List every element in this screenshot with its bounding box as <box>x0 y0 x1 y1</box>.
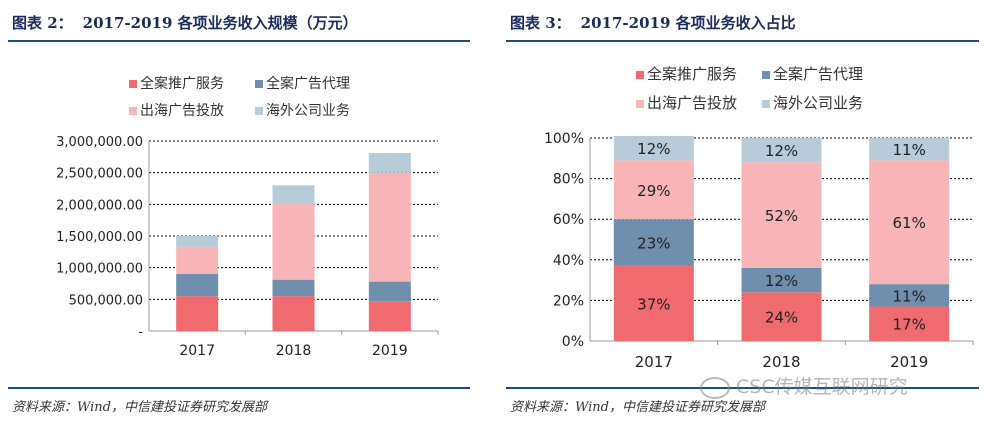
bar-segment <box>741 267 822 293</box>
source-rule-left <box>8 387 470 389</box>
source-rule-right <box>506 387 979 389</box>
y-tick-label: 2,000,000.00 <box>56 198 143 213</box>
data-label: 12% <box>765 142 798 160</box>
bar-segment <box>368 153 411 173</box>
data-label: 12% <box>637 140 670 158</box>
bar-segment <box>613 135 694 161</box>
legend-swatch <box>129 107 137 115</box>
legend-swatch <box>762 100 770 108</box>
y-tick-label: 40% <box>553 253 584 269</box>
legend-label: 全案广告代理 <box>773 65 863 83</box>
bar-segment <box>272 279 315 297</box>
legend-label: 海外公司业务 <box>266 103 350 119</box>
bar-segment <box>741 162 822 268</box>
bar-segment <box>741 292 822 341</box>
x-tick-label: 2017 <box>635 353 673 371</box>
y-tick-label: 20% <box>553 293 584 309</box>
bar-segment <box>869 306 950 341</box>
source-note-left: 资料来源：Wind，中信建投证券研究发展部 <box>12 400 267 415</box>
legend-swatch <box>636 100 644 108</box>
bar-segment <box>368 301 411 331</box>
y-tick-label: 0% <box>562 334 584 350</box>
data-label: 17% <box>892 316 925 334</box>
data-label: 11% <box>892 141 925 159</box>
data-label: 24% <box>765 309 798 327</box>
bar-segment <box>613 219 694 266</box>
bar-segment <box>176 236 219 247</box>
bar-segment <box>741 138 822 163</box>
x-tick-label: 2019 <box>372 343 408 359</box>
legend-label: 全案广告代理 <box>266 75 350 92</box>
bar-segment <box>869 138 950 161</box>
figure-title-left: 图表 2： 2017-2019 各项业务收入规模（万元） <box>12 12 358 33</box>
bar-segment <box>368 281 411 302</box>
source-note-right: 资料来源：Wind，中信建投证券研究发展部 <box>510 400 765 415</box>
data-label: 12% <box>765 272 798 290</box>
legend-swatch <box>255 80 263 88</box>
x-tick-label: 2018 <box>762 353 800 371</box>
figure-title-text-left: 2017-2019 各项业务收入规模（万元） <box>82 14 358 32</box>
data-label: 11% <box>892 287 925 305</box>
x-tick-label: 2018 <box>276 343 312 359</box>
legend-swatch <box>762 71 770 79</box>
legend-swatch <box>636 71 644 79</box>
title-rule-right <box>506 40 979 42</box>
bar-segment <box>869 160 950 285</box>
legend-swatch <box>129 80 137 88</box>
y-tick-label: 100% <box>544 131 584 147</box>
figure-label-left: 图表 2： <box>12 14 73 32</box>
wechat-icon <box>700 376 730 399</box>
bar-segment <box>869 284 950 307</box>
legend-label: 出海广告投放 <box>647 94 737 112</box>
bar-segment <box>272 185 315 204</box>
y-tick-label: 1,500,000.00 <box>56 230 143 245</box>
y-tick-label: 80% <box>553 172 584 188</box>
y-tick-label: 3,000,000.00 <box>56 135 143 150</box>
x-tick-label: 2017 <box>179 343 215 359</box>
y-tick-label: - <box>138 325 143 340</box>
legend-label: 全案推广服务 <box>647 65 737 83</box>
bar-segment <box>272 296 315 331</box>
bar-segment <box>176 274 219 297</box>
watermark: CSC传媒互联网研究 <box>700 372 908 399</box>
y-tick-label: 60% <box>553 212 584 228</box>
chart-panel-revenue-scale: 图表 2： 2017-2019 各项业务收入规模（万元） 全案推广服务 全案广告代理… <box>0 0 478 429</box>
bar-segment <box>176 296 219 331</box>
bar-segment <box>613 265 694 341</box>
legend-label: 出海广告投放 <box>140 103 224 119</box>
data-label: 52% <box>765 207 798 225</box>
data-label: 61% <box>892 214 925 232</box>
legend-label: 全案推广服务 <box>140 75 224 92</box>
bar-segment <box>368 172 411 282</box>
data-label: 37% <box>637 295 670 313</box>
watermark-text: CSC传媒互联网研究 <box>736 376 908 398</box>
bar-segment <box>613 160 694 220</box>
data-label: 23% <box>637 235 670 253</box>
chart-panel-revenue-share: 图表 3： 2017-2019 各项业务收入占比 全案推广服务 全案广告代理出海广告… <box>498 0 987 429</box>
legend-label: 海外公司业务 <box>773 94 863 112</box>
title-rule-left <box>8 40 470 42</box>
x-tick-label: 2019 <box>890 353 928 371</box>
figure-title-right: 图表 3： 2017-2019 各项业务收入占比 <box>510 12 796 33</box>
legend-swatch <box>255 107 263 115</box>
figure-label-right: 图表 3： <box>510 14 571 32</box>
bar-segment <box>272 203 315 280</box>
bar-segment <box>176 246 219 274</box>
y-tick-label: 1,000,000.00 <box>56 262 143 277</box>
figure-title-text-right: 2017-2019 各项业务收入占比 <box>580 14 796 32</box>
y-tick-label: 2,500,000.00 <box>56 167 143 182</box>
data-label: 29% <box>637 182 670 200</box>
y-tick-label: 500,000.00 <box>69 293 143 308</box>
